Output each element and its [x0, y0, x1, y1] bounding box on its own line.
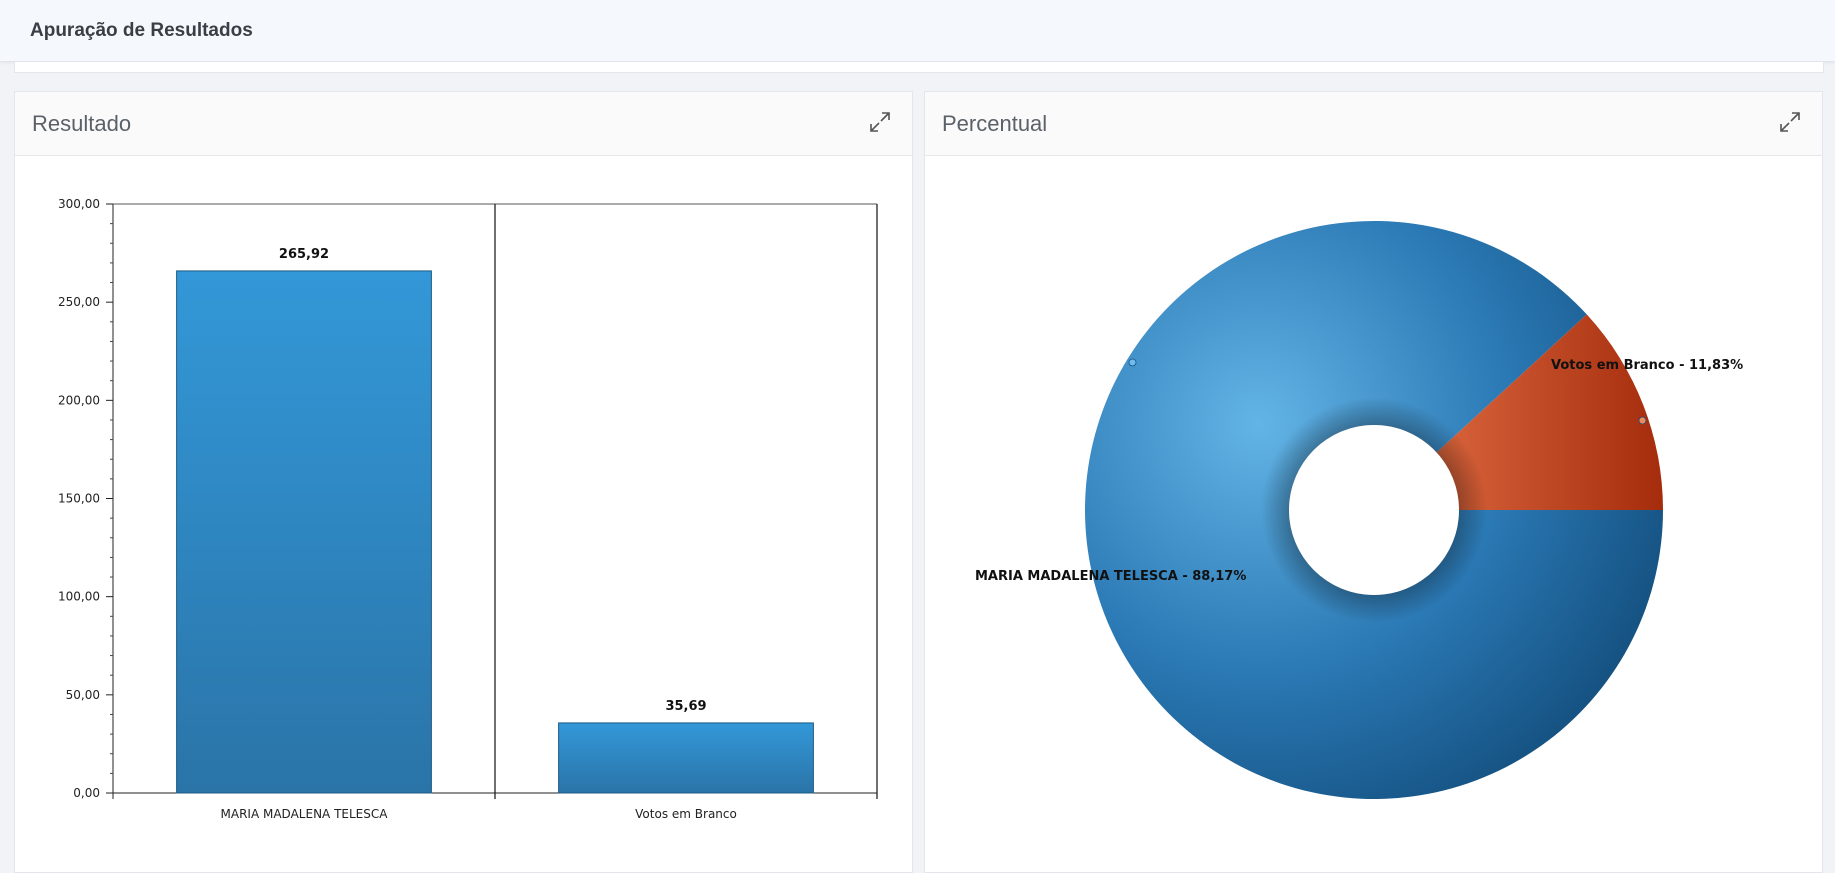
bar-value-label: 265,92	[279, 247, 329, 262]
bar-chart: 0,00 50,00 100,00 150,00 200,00 250,00 300,00 2…	[58, 197, 878, 821]
percent-panel-title: Percentual	[942, 111, 1048, 136]
result-panel: Resultado 0,00 50,00 100,00 150,00 200,00 250…	[14, 91, 913, 873]
y-tick-label: 150,00	[58, 492, 100, 506]
result-panel-header: Resultado	[15, 92, 912, 156]
y-tick-label: 250,00	[58, 295, 100, 309]
expand-icon[interactable]	[1778, 110, 1802, 134]
bar[interactable]	[558, 722, 814, 794]
page-title: Apuração de Resultados	[30, 20, 253, 41]
filter-strip	[14, 62, 1824, 73]
slice-label: MARIA MADALENA TELESCA - 88,17%	[975, 569, 1246, 584]
category-label: MARIA MADALENA TELESCA	[221, 807, 389, 821]
y-tick-label: 300,00	[58, 197, 100, 211]
slice-marker	[1128, 358, 1137, 367]
expand-icon[interactable]	[868, 110, 892, 134]
bar-value-label: 35,69	[665, 699, 706, 714]
slice-marker	[1638, 416, 1647, 425]
donut-hole	[1289, 425, 1459, 595]
top-header: Apuração de Resultados	[0, 0, 1835, 62]
y-tick-label: 50,00	[66, 688, 100, 702]
percent-panel: Percentual MARIA MADALENA TELESCA - 88,1…	[924, 91, 1823, 873]
result-panel-title: Resultado	[32, 111, 132, 136]
percent-panel-header: Percentual	[925, 92, 1822, 156]
category-label: Votos em Branco	[635, 807, 737, 821]
donut-chart: MARIA MADALENA TELESCA - 88,17% Votos em …	[975, 220, 1743, 799]
y-tick-label: 0,00	[73, 786, 100, 800]
bar[interactable]	[176, 270, 432, 794]
pie-slice[interactable]	[1085, 220, 1663, 799]
y-tick-label: 100,00	[58, 590, 100, 604]
y-tick-label: 200,00	[58, 393, 100, 407]
slice-label: Votos em Branco - 11,83%	[1551, 358, 1743, 373]
pie-slice[interactable]	[1436, 314, 1663, 510]
